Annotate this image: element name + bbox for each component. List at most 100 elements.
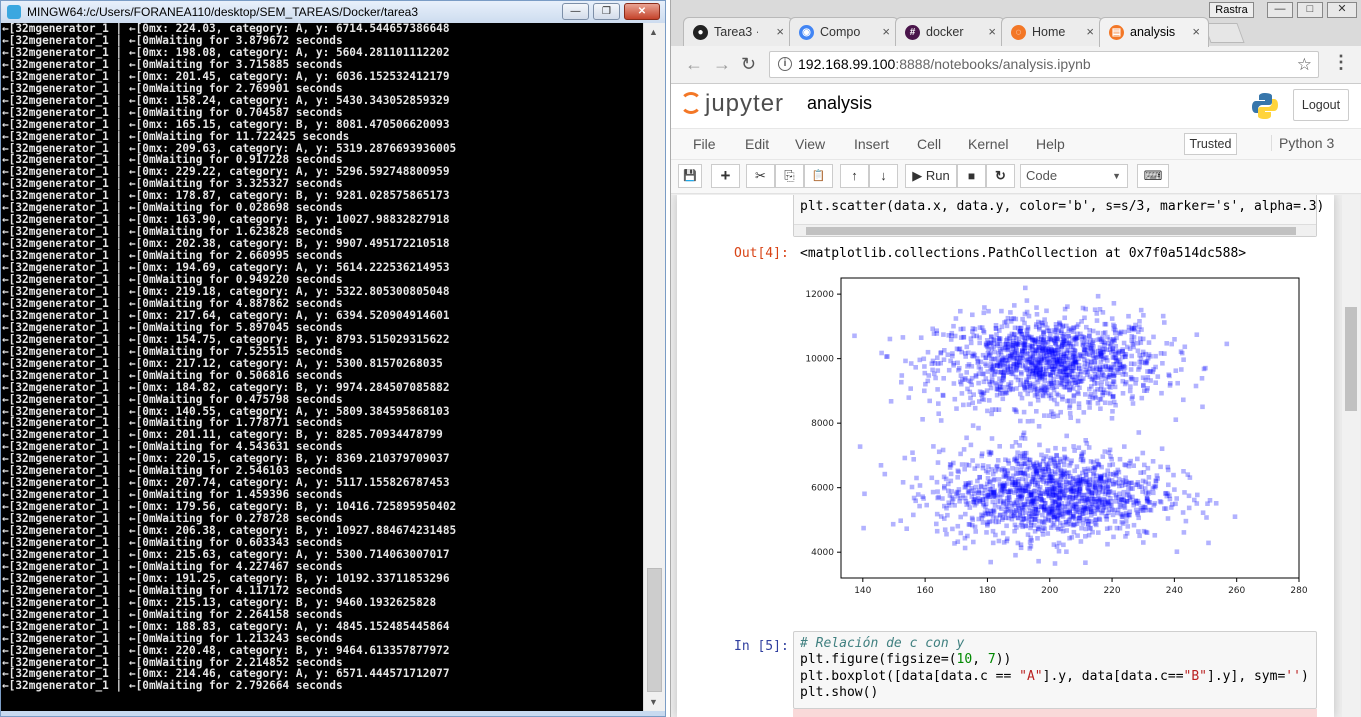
move-down-icon[interactable]: ↓ bbox=[869, 164, 898, 188]
scrollbar-thumb[interactable] bbox=[1345, 307, 1357, 411]
terminal-line: ←[32mgenerator_1 | ←[0mWaiting for 1.459… bbox=[2, 488, 343, 502]
cell-4-hscrollbar[interactable] bbox=[794, 224, 1316, 236]
scrollbar-thumb[interactable] bbox=[806, 227, 1296, 235]
url-field[interactable]: i 192.168.99.100:8888/notebooks/analysis… bbox=[769, 51, 1319, 78]
tab-compo[interactable]: ◉ Compo × bbox=[789, 17, 899, 46]
tab-tarea3[interactable]: ● Tarea3 · × bbox=[683, 17, 793, 46]
page-scrollbar[interactable] bbox=[1342, 195, 1360, 717]
browser-maximize-button[interactable]: □ bbox=[1297, 2, 1323, 18]
scatter-point bbox=[1151, 484, 1157, 489]
cell-type-select[interactable]: Code ▼ bbox=[1020, 164, 1128, 188]
terminal-titlebar[interactable]: MINGW64:/c/Users/FORANEA110/desktop/SEM_… bbox=[1, 1, 665, 23]
jupyter-logo[interactable]: jupyter bbox=[680, 90, 784, 118]
scatter-point bbox=[1073, 489, 1079, 494]
add-cell-icon[interactable]: + bbox=[711, 164, 740, 188]
tab-docker[interactable]: # docker × bbox=[895, 17, 1005, 46]
forward-icon[interactable]: → bbox=[713, 54, 731, 74]
scatter-point bbox=[1099, 478, 1105, 484]
terminal-scrollbar[interactable]: ▲ ▼ bbox=[643, 23, 665, 711]
terminal-output[interactable]: ←[32mgenerator_1 | ←[0mx: 224.03, catego… bbox=[1, 23, 643, 711]
restart-icon[interactable]: ↻ bbox=[986, 164, 1015, 188]
scatter-point bbox=[1050, 348, 1056, 354]
logout-button[interactable]: Logout bbox=[1293, 89, 1349, 121]
scatter-point bbox=[1068, 474, 1073, 479]
scatter-point bbox=[1099, 473, 1104, 479]
scatter-point bbox=[999, 369, 1004, 375]
code-cell-4[interactable]: plt.scatter(data.x, data.y, color='b', s… bbox=[793, 195, 1324, 237]
paste-icon[interactable]: 📋 bbox=[804, 164, 833, 188]
reload-icon[interactable]: ↻ bbox=[741, 54, 757, 74]
menu-help[interactable]: Help bbox=[1036, 136, 1065, 152]
scatter-point bbox=[1054, 401, 1060, 407]
scatter-point bbox=[1050, 370, 1055, 375]
run-button[interactable]: ▶ Run bbox=[905, 164, 957, 188]
move-up-icon[interactable]: ↑ bbox=[840, 164, 869, 188]
scatter-point bbox=[1061, 365, 1066, 370]
menu-kernel[interactable]: Kernel bbox=[968, 136, 1009, 152]
cell-4-code[interactable]: plt.scatter(data.x, data.y, color='b', s… bbox=[800, 199, 1325, 214]
close-tab-icon[interactable]: × bbox=[1192, 24, 1200, 39]
scatter-point bbox=[1052, 490, 1058, 496]
scrollbar-thumb[interactable] bbox=[647, 568, 662, 692]
save-icon[interactable]: 💾 bbox=[678, 164, 702, 188]
code-cell-5[interactable]: # Relación de c con y plt.figure(figsize… bbox=[793, 631, 1317, 709]
scatter-point bbox=[1143, 360, 1148, 366]
copy-icon[interactable]: ⎘ bbox=[775, 164, 804, 188]
scatter-point bbox=[1041, 393, 1046, 399]
tab-home[interactable]: ◌ Home × bbox=[1001, 17, 1103, 46]
close-tab-icon[interactable]: × bbox=[776, 24, 784, 39]
scatter-point bbox=[1182, 344, 1188, 350]
scatter-point bbox=[1131, 344, 1136, 350]
menu-view[interactable]: View bbox=[795, 136, 826, 152]
info-icon[interactable]: i bbox=[778, 57, 792, 71]
scatter-point bbox=[1047, 372, 1053, 377]
browser-menu-icon[interactable]: ⋮ bbox=[1332, 52, 1350, 72]
scatter-point bbox=[967, 389, 973, 395]
scatter-point bbox=[1058, 526, 1064, 532]
kernel-name[interactable]: Python 3 bbox=[1271, 135, 1334, 151]
stop-icon[interactable]: ■ bbox=[957, 164, 986, 188]
browser-close-button[interactable]: ✕ bbox=[1327, 2, 1357, 18]
scatter-point bbox=[1123, 479, 1129, 485]
menu-edit[interactable]: Edit bbox=[745, 136, 770, 152]
minimize-button[interactable]: — bbox=[562, 3, 589, 20]
maximize-button[interactable]: ❐ bbox=[593, 3, 620, 20]
scatter-point bbox=[1034, 377, 1040, 382]
scatter-point bbox=[1080, 305, 1086, 311]
scatter-point bbox=[1047, 364, 1053, 369]
menu-insert[interactable]: Insert bbox=[854, 136, 890, 152]
scatter-point bbox=[1048, 392, 1054, 397]
tab-analysis[interactable]: ▤ analysis × bbox=[1099, 17, 1209, 47]
keyboard-icon[interactable]: ⌨ bbox=[1137, 164, 1169, 188]
scatter-point bbox=[1039, 504, 1044, 509]
close-tab-icon[interactable]: × bbox=[1086, 24, 1094, 39]
scatter-point bbox=[1038, 320, 1044, 326]
scatter-point bbox=[1020, 517, 1026, 522]
scatter-point bbox=[1088, 513, 1094, 518]
scatter-point bbox=[1081, 498, 1087, 504]
close-tab-icon[interactable]: × bbox=[988, 24, 996, 39]
browser-minimize-button[interactable]: — bbox=[1267, 2, 1293, 18]
back-icon[interactable]: ← bbox=[685, 54, 703, 74]
scatter-point bbox=[1031, 461, 1036, 467]
scroll-down-icon[interactable]: ▼ bbox=[649, 697, 658, 707]
cut-icon[interactable]: ✂ bbox=[746, 164, 775, 188]
scroll-up-icon[interactable]: ▲ bbox=[649, 27, 658, 37]
scatter-point bbox=[1027, 342, 1033, 348]
bookmark-star-icon[interactable]: ☆ bbox=[1296, 55, 1312, 74]
notebook-area[interactable]: plt.scatter(data.x, data.y, color='b', s… bbox=[671, 195, 1361, 717]
cell-5-code[interactable]: # Relación de c con y plt.figure(figsize… bbox=[800, 636, 1309, 701]
close-button[interactable]: ✕ bbox=[624, 3, 660, 20]
menu-file[interactable]: File bbox=[693, 136, 716, 152]
scatter-point bbox=[981, 397, 987, 403]
notebook-name[interactable]: analysis bbox=[807, 93, 873, 113]
scatter-point bbox=[1042, 355, 1047, 361]
scatter-point bbox=[1122, 462, 1127, 467]
trusted-indicator[interactable]: Trusted bbox=[1184, 133, 1237, 155]
menu-cell[interactable]: Cell bbox=[917, 136, 942, 152]
scatter-point bbox=[1047, 479, 1052, 484]
close-tab-icon[interactable]: × bbox=[882, 24, 890, 39]
new-tab-button[interactable] bbox=[1203, 23, 1245, 43]
scatter-point bbox=[1042, 374, 1048, 380]
scatter-point bbox=[1023, 478, 1029, 483]
